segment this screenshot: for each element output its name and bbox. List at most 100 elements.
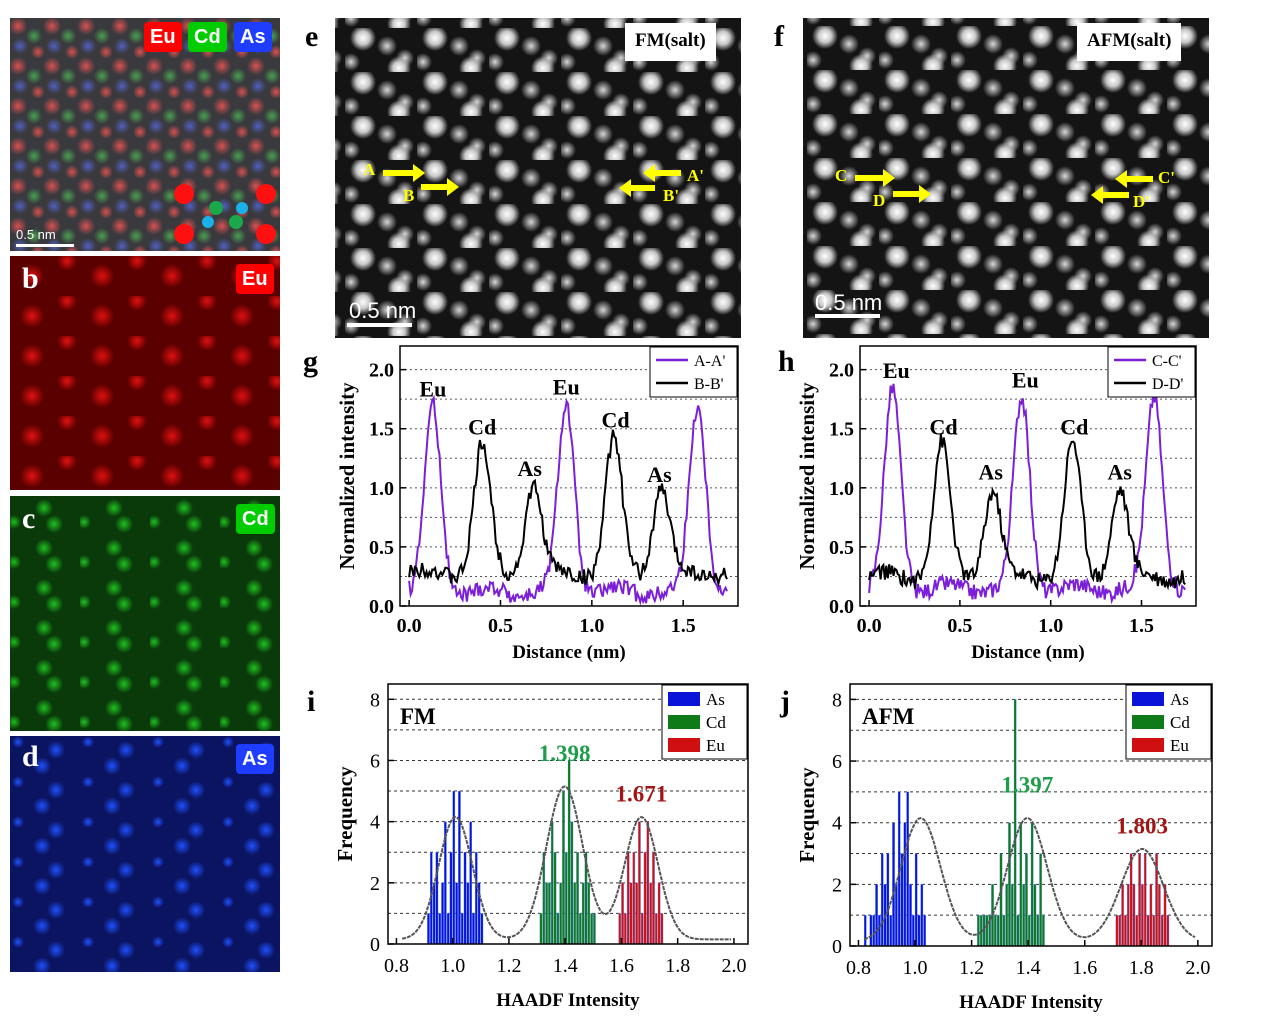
- histogram-bar-as: [455, 882, 458, 945]
- marker-b: B: [403, 186, 415, 205]
- x-tick-label: 0.0: [857, 615, 882, 637]
- cd-tag: Cd: [188, 22, 227, 52]
- histogram-bar-as: [923, 915, 926, 947]
- y-tick-label: 4: [370, 812, 380, 834]
- legend-swatch: [1132, 738, 1164, 752]
- x-tick-label: 1.2: [496, 955, 521, 977]
- line-chart-h: 0.0 0.5 1.0 1.5 2.0 0.0 0.5 1.0 1.5 Distance (nm)…: [795, 345, 1197, 663]
- peak-label: Eu: [419, 377, 446, 402]
- histogram-bar-as: [452, 790, 456, 945]
- eds-cd-map: c Cd: [10, 496, 280, 731]
- x-tick-label: 1.6: [609, 955, 634, 977]
- series-line-d-dp: [868, 433, 1186, 592]
- marker-d: D: [873, 191, 886, 210]
- histogram-bar-cd: [1016, 915, 1020, 947]
- histogram-bar-as: [466, 882, 470, 945]
- legend: C-C' D-D': [1107, 346, 1196, 398]
- eu-atom-marker: [174, 184, 194, 204]
- histogram-bar-eu: [1118, 915, 1122, 947]
- fm-lattice: [335, 18, 741, 338]
- histogram-bar-eu: [1163, 884, 1167, 947]
- histogram-bar-eu: [655, 913, 658, 945]
- histogram-bar-eu: [626, 852, 630, 945]
- histogram-bar-as: [441, 882, 444, 945]
- eu-atom-marker: [256, 184, 276, 204]
- histogram-bar-cd: [1042, 915, 1045, 947]
- marker-arrows: [855, 169, 1153, 204]
- histogram-bar-eu: [1143, 853, 1147, 947]
- y-tick-label: 2: [832, 874, 842, 896]
- eu-atom-marker: [174, 224, 194, 244]
- histogram-bar-eu: [649, 882, 652, 945]
- histogram-bar-as: [920, 884, 924, 947]
- scale-label: 0.5 nm: [16, 227, 56, 242]
- legend-label: Cd: [706, 713, 726, 732]
- as-lattice: [10, 736, 280, 972]
- x-tick-label: 1.0: [1038, 615, 1063, 637]
- histogram-bar-cd: [1005, 884, 1008, 947]
- legend-label: Cd: [1170, 713, 1190, 732]
- histogram-bar-as: [872, 915, 876, 947]
- histogram-bar-cd: [559, 882, 562, 945]
- histogram-bar-cd: [562, 790, 565, 945]
- histogram-bar-cd: [539, 913, 543, 945]
- legend-swatch: [668, 692, 700, 706]
- as-atom-marker: [202, 216, 214, 228]
- histogram-bar-as: [480, 913, 484, 945]
- legend-box: [1107, 346, 1196, 398]
- legend-label: D-D': [1152, 376, 1183, 393]
- histogram-bar-cd: [579, 913, 582, 945]
- histogram-bar-as: [912, 915, 915, 947]
- histogram-bar-as: [463, 852, 467, 945]
- x-axis-label: Distance (nm): [512, 642, 625, 663]
- peak-label: Eu: [883, 358, 910, 383]
- histogram-bar-as: [475, 852, 478, 945]
- histogram-bar-as: [863, 915, 867, 947]
- y-axis-label: Frequency: [795, 767, 819, 863]
- eds-composite-map: Eu Cd As 0.5 nm: [10, 18, 280, 251]
- legend-label: As: [706, 690, 725, 709]
- afm-lattice: [803, 18, 1209, 338]
- histogram-bar-eu: [657, 882, 661, 945]
- histogram-bar-cd: [576, 852, 579, 945]
- histogram-bar-as: [460, 913, 464, 945]
- as-tag: As: [236, 744, 274, 774]
- chart-title: FM: [400, 704, 436, 729]
- composite-lattice: [10, 18, 280, 251]
- panel-label-b: b: [22, 262, 39, 295]
- histogram-bar-cd: [991, 884, 994, 947]
- histogram-bar-as: [458, 790, 461, 945]
- histogram-bar-as: [906, 791, 909, 947]
- histogram-bar-eu: [618, 913, 621, 945]
- fit-peak-label: 1.803: [1116, 814, 1168, 839]
- histogram-bar-as: [438, 913, 441, 945]
- x-tick-label: 1.4: [1016, 957, 1041, 979]
- histogram-bar-cd: [542, 852, 546, 945]
- peak-label: Eu: [1012, 367, 1039, 392]
- y-axis-label: Frequency: [333, 766, 357, 862]
- histogram-bar-eu: [1115, 915, 1119, 947]
- peak-label: Cd: [1060, 415, 1088, 440]
- panel-label-f: f: [774, 20, 784, 53]
- legend-label: Eu: [1170, 736, 1189, 755]
- legend-label: As: [1170, 690, 1189, 709]
- eds-as-map: d As: [10, 736, 280, 972]
- histogram-bar-cd: [1033, 884, 1037, 947]
- y-axis-label: Normalized intensity: [335, 382, 359, 570]
- fit-peak-label: 1.671: [616, 782, 668, 807]
- series-line-c-cp: [868, 383, 1186, 605]
- peak-label: As: [979, 459, 1004, 484]
- histogram-bar-cd: [996, 915, 1000, 947]
- histogram-bar-eu: [1166, 915, 1170, 947]
- histogram-j: 0 2 4 6 8 0.8 1.0 1.2 1.4 1.6 1.8 2.0 HAADF Intensit…: [795, 683, 1213, 1013]
- legend-label: A-A': [694, 353, 725, 370]
- histogram-bar-as: [914, 853, 918, 947]
- histogram-bar-cd: [550, 821, 554, 945]
- histogram-bar-as: [886, 853, 890, 947]
- y-tick-label: 0.0: [369, 596, 394, 618]
- marker-c: C: [835, 166, 848, 185]
- scale-label: 0.5 nm: [349, 298, 417, 323]
- histogram-bar-eu: [621, 882, 624, 945]
- x-tick-label: 1.5: [1129, 615, 1154, 637]
- histogram-bar-as: [449, 852, 453, 945]
